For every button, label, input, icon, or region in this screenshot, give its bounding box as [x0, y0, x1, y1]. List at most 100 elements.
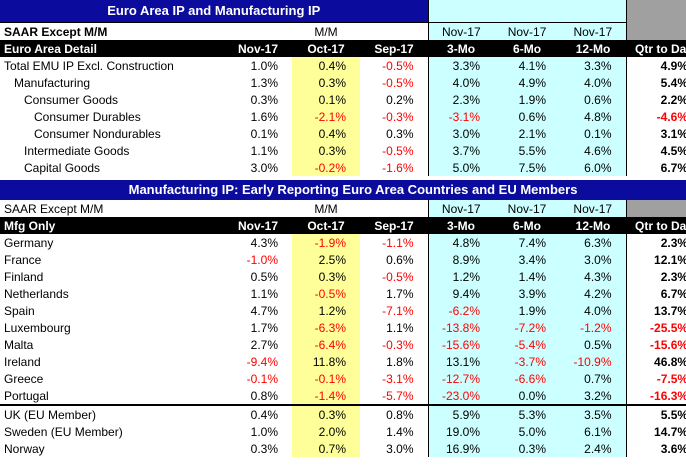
table-cell: 3.4%: [494, 251, 560, 268]
table-row: UK (EU Member) 0.4% 0.3% 0.8% 5.9% 5.3% 3.5% 5.…: [0, 404, 686, 423]
table-cell: 7.4%: [494, 234, 560, 251]
table-cell: -0.5%: [382, 75, 414, 90]
table-cell: 3.0%: [427, 125, 495, 142]
table-cell: -1.4%: [292, 387, 360, 405]
table-cell: 4.2%: [560, 285, 627, 302]
table-cell: -4.6%: [626, 108, 686, 125]
table-cell: 1.4%: [494, 268, 560, 285]
table-cell: 2.1%: [494, 125, 561, 142]
table-cell: 0.7%: [560, 370, 627, 387]
table-cell: 2.3%: [626, 268, 686, 285]
table-cell: 46.8%: [626, 353, 686, 370]
row-label: UK (EU Member): [0, 404, 224, 423]
table-cell: 6.1%: [560, 423, 627, 440]
table-cell: 2.0%: [292, 423, 360, 440]
row-label: Luxembourg: [4, 320, 71, 335]
table-cell: 7.5%: [494, 159, 561, 176]
table-cell: 0.1%: [560, 125, 627, 142]
table-cell: 1.1%: [250, 286, 278, 301]
table-cell: 4.1%: [494, 57, 561, 74]
table-row: Ireland -9.4% 11.8% 1.8% 13.1% -3.7% -10.9% 46.…: [0, 353, 686, 370]
table-row: Luxembourg 1.7% -6.3% 1.1% -13.8% -7.2% -1.2% -…: [0, 319, 686, 336]
table-row: Total EMU IP Excl. Construction 1.0% 0.4% -…: [0, 57, 686, 74]
table-row: Greece -0.1% -0.1% -3.1% -12.7% -6.6% 0.7% -7.5…: [0, 370, 686, 387]
row-label: Consumer Durables: [34, 109, 141, 124]
table-cell: 13.7%: [626, 302, 686, 319]
table-cell: 5.9%: [427, 404, 494, 423]
euro-area-title: Euro Area IP and Manufacturing IP: [0, 0, 429, 23]
table-cell: 3.3%: [427, 57, 495, 74]
row-label: Germany: [4, 235, 54, 250]
row-label: Consumer Nondurables: [34, 126, 161, 141]
table-cell: 5.3%: [494, 404, 560, 423]
table-cell: 1.4%: [386, 424, 414, 439]
row-label: Sweden (EU Member): [4, 424, 123, 439]
table-cell: 3.2%: [560, 387, 627, 405]
table-cell: 0.7%: [292, 440, 360, 457]
gray-corner-bottom: [626, 200, 686, 217]
table-row: Netherlands 1.1% -0.5% 1.7% 9.4% 3.9% 4.2% 6.7%: [0, 285, 686, 302]
table-cell: 4.3%: [250, 235, 278, 250]
row-label: Norway: [4, 441, 45, 456]
row-label: Manufacturing: [14, 75, 91, 90]
table-cell: -1.6%: [382, 160, 414, 175]
table-cell: 1.2%: [427, 268, 494, 285]
table-cell: 3.1%: [626, 125, 686, 142]
table-cell: 3.9%: [494, 285, 560, 302]
row-label: Ireland: [4, 354, 41, 369]
table-cell: 11.8%: [292, 353, 360, 370]
saar-label-bottom: SAAR Except M/M: [4, 201, 104, 216]
table-cell: -5.4%: [494, 336, 560, 353]
table-cell: 2.3%: [427, 91, 495, 108]
table-cell: 1.6%: [250, 109, 278, 124]
table-cell: 1.8%: [386, 354, 414, 369]
table-cell: 2.2%: [626, 91, 686, 108]
table-cell: 1.9%: [494, 91, 561, 108]
table-cell: 3.6%: [626, 440, 686, 457]
table-row: Consumer Nondurables 0.1% 0.4% 0.3% 3.0% 2.1%…: [0, 125, 686, 142]
table-cell: -6.4%: [292, 336, 360, 353]
table-cell: 4.0%: [560, 74, 627, 91]
table-cell: -0.3%: [382, 109, 414, 124]
table-cell: 4.3%: [560, 268, 627, 285]
row-label: Total EMU IP Excl. Construction: [4, 58, 174, 73]
country-table: Manufacturing IP: Early Reporting Euro A…: [0, 180, 686, 457]
table-cell: 0.4%: [224, 404, 292, 423]
row-label: Malta: [4, 337, 34, 352]
table-cell: 0.6%: [560, 91, 627, 108]
table-cell: -13.8%: [427, 319, 494, 336]
table-cell: 9.4%: [427, 285, 494, 302]
table-row: Norway 0.3% 0.7% 3.0% 16.9% 0.3% 2.4% 3.6%: [0, 440, 686, 457]
table-cell: 4.7%: [250, 303, 278, 318]
table-cell: 0.8%: [250, 388, 278, 403]
table-cell: 1.2%: [292, 302, 360, 319]
euro-area-table: Euro Area IP and Manufacturing IP SAAR E…: [0, 0, 686, 176]
table-cell: -23.0%: [427, 387, 494, 405]
table-cell: 3.5%: [560, 404, 627, 423]
table-cell: 0.3%: [292, 74, 360, 91]
table-cell: -0.5%: [292, 285, 360, 302]
table-row: Germany 4.3% -1.9% -1.1% 4.8% 7.4% 6.3% 2.3%: [0, 234, 686, 251]
table-cell: 3.0%: [386, 441, 414, 456]
table-cell: 1.0%: [250, 58, 278, 73]
table-cell: 1.1%: [386, 320, 414, 335]
table-cell: 0.3%: [494, 440, 560, 457]
row-label: Spain: [4, 303, 35, 318]
table-cell: 8.9%: [427, 251, 494, 268]
table-cell: 13.1%: [427, 353, 494, 370]
table-cell: 5.5%: [626, 404, 686, 423]
table-cell: 0.3%: [292, 268, 360, 285]
table-cell: -6.2%: [427, 302, 494, 319]
table-row: Sweden (EU Member) 1.0% 2.0% 1.4% 19.0% 5.0% 6…: [0, 423, 686, 440]
table-cell: 0.3%: [386, 126, 414, 141]
table-cell: -16.3%: [626, 387, 686, 405]
table-cell: 4.5%: [626, 142, 686, 159]
table-cell: 0.5%: [250, 269, 278, 284]
table-cell: 0.1%: [292, 91, 360, 108]
table-cell: -7.5%: [626, 370, 686, 387]
table-cell: 1.3%: [250, 75, 278, 90]
table-cell: -10.9%: [560, 353, 627, 370]
table-cell: 1.7%: [250, 320, 278, 335]
table-cell: 5.4%: [626, 74, 686, 91]
row-label: Intermediate Goods: [24, 143, 130, 158]
